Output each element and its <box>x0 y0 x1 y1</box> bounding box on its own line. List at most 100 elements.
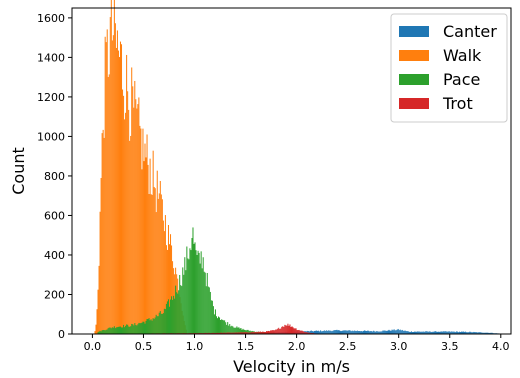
bar-trot <box>306 332 308 334</box>
bar-pace <box>140 323 142 334</box>
bar-trot <box>223 332 225 334</box>
bar-pace <box>99 330 101 334</box>
bar-canter <box>467 332 469 334</box>
bar-walk <box>115 47 117 334</box>
bar-canter <box>397 328 399 334</box>
bar-walk <box>141 169 143 334</box>
bar-walk <box>160 194 162 334</box>
bar-canter <box>428 331 430 334</box>
bar-pace <box>148 318 150 334</box>
bar-canter <box>389 330 391 334</box>
bar-canter <box>453 331 455 334</box>
y-tick-label: 600 <box>44 209 65 222</box>
bar-canter <box>440 331 442 334</box>
bar-pace <box>182 267 184 334</box>
bar-trot <box>247 332 249 334</box>
bar-pace <box>176 292 178 334</box>
bar-canter <box>489 332 491 334</box>
bar-canter <box>313 330 315 334</box>
bar-canter <box>427 331 429 334</box>
bar-walk <box>154 188 156 334</box>
y-tick-label: 800 <box>44 170 65 183</box>
bar-trot <box>264 332 266 334</box>
bar-trot <box>255 331 257 334</box>
bar-trot <box>265 331 267 334</box>
bar-walk <box>118 57 120 335</box>
bar-trot <box>288 325 290 334</box>
bar-canter <box>468 332 470 334</box>
bar-pace <box>209 291 211 334</box>
bar-canter <box>366 330 368 334</box>
bar-trot <box>224 332 226 334</box>
bar-pace <box>130 326 132 334</box>
bar-pace <box>175 285 177 334</box>
bar-walk <box>151 194 153 334</box>
bar-canter <box>309 330 311 334</box>
bar-trot <box>297 330 299 334</box>
bar-pace <box>114 328 116 334</box>
legend-swatch-trot <box>399 98 429 109</box>
bar-trot <box>257 331 259 334</box>
bar-canter <box>402 330 404 334</box>
bar-canter <box>335 330 337 334</box>
y-tick-label: 1000 <box>37 130 65 143</box>
bar-canter <box>314 330 316 334</box>
bar-walk <box>127 91 129 334</box>
bar-pace <box>212 306 214 334</box>
bar-pace <box>184 257 186 334</box>
bar-walk <box>161 199 163 334</box>
bar-canter <box>353 330 355 334</box>
bar-pace <box>123 324 125 334</box>
bar-canter <box>349 330 351 334</box>
bar-walk <box>119 41 121 334</box>
bar-pace <box>190 250 192 334</box>
bar-trot <box>232 332 234 334</box>
bar-canter <box>455 331 457 334</box>
bar-trot <box>267 331 269 334</box>
bar-walk <box>107 76 109 334</box>
bar-canter <box>484 332 486 334</box>
bar-walk <box>112 35 114 335</box>
bar-canter <box>348 330 350 334</box>
bar-canter <box>474 332 476 334</box>
bar-canter <box>441 331 443 334</box>
legend-swatch-canter <box>399 26 429 37</box>
bar-walk <box>109 17 111 335</box>
bar-trot <box>289 324 291 334</box>
bar-canter <box>412 331 415 334</box>
bar-trot <box>283 326 285 334</box>
bar-pace <box>193 243 195 334</box>
bar-canter <box>426 331 428 334</box>
bar-walk <box>110 0 112 334</box>
bar-trot <box>225 332 227 334</box>
bar-pace <box>220 319 222 334</box>
bar-canter <box>339 330 341 334</box>
bar-canter <box>377 331 379 334</box>
bar-pace <box>101 330 103 334</box>
bar-canter <box>325 330 327 334</box>
bar-pace <box>119 326 121 334</box>
bar-pace <box>187 258 189 334</box>
bar-canter <box>423 331 425 334</box>
bar-pace <box>152 318 154 334</box>
bar-trot <box>235 332 237 334</box>
bar-walk <box>139 125 141 334</box>
bar-pace <box>215 316 217 334</box>
bar-canter <box>435 331 437 334</box>
bar-pace <box>177 293 179 334</box>
bar-canter <box>317 330 319 334</box>
bar-pace <box>197 250 199 334</box>
bar-pace <box>241 329 243 334</box>
bar-trot <box>222 332 224 334</box>
bar-pace <box>103 330 105 334</box>
bar-pace <box>107 328 109 334</box>
bar-canter <box>359 331 361 334</box>
bar-pace <box>223 320 225 334</box>
bar-canter <box>462 331 464 334</box>
bar-canter <box>338 330 340 334</box>
bar-pace <box>150 319 152 334</box>
bar-canter <box>416 331 418 334</box>
bar-trot <box>241 332 243 334</box>
bar-pace <box>122 327 124 334</box>
bar-trot <box>298 329 300 334</box>
